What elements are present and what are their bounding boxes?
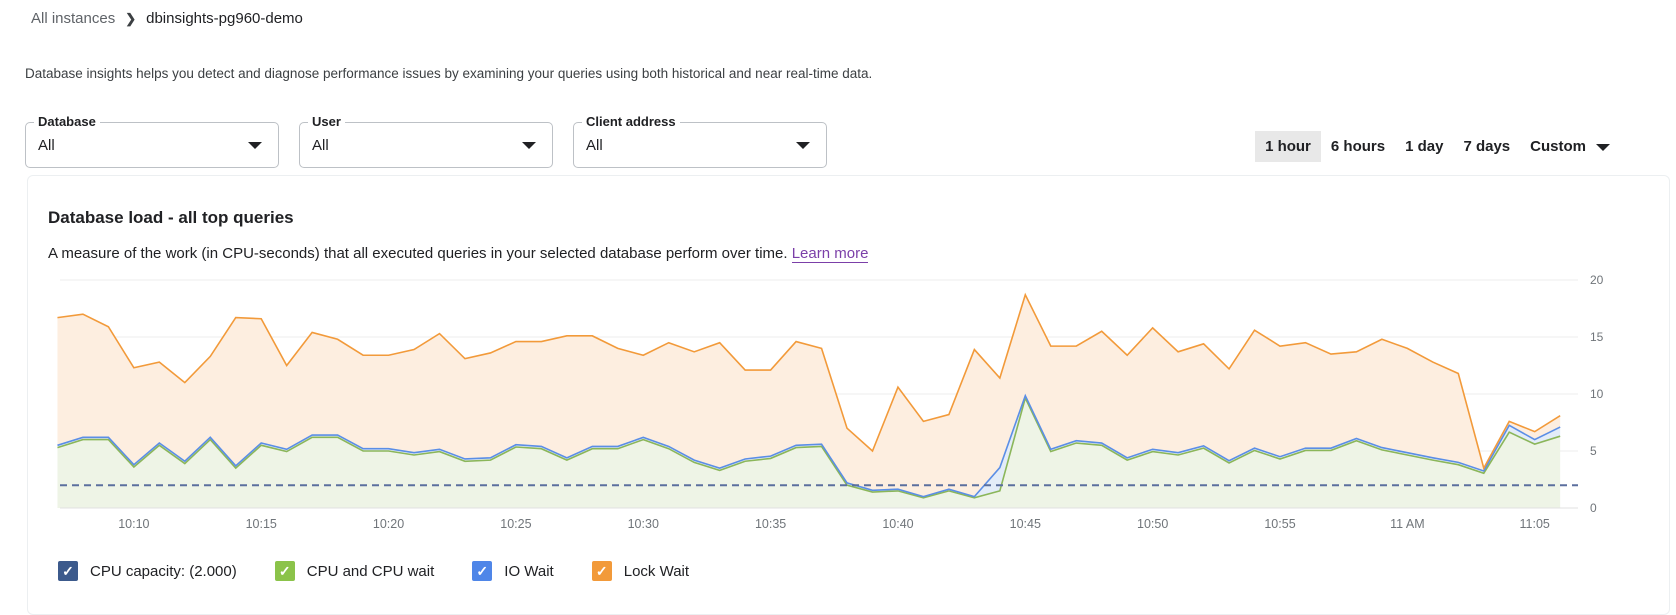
x-tick-label: 10:35 bbox=[755, 517, 786, 531]
range-6-hours[interactable]: 6 hours bbox=[1330, 138, 1386, 155]
checkbox-checked-icon[interactable]: ✓ bbox=[591, 561, 612, 581]
range-custom-label: Custom bbox=[1530, 138, 1586, 155]
dropdown-arrow-icon bbox=[248, 142, 262, 149]
range-7-days[interactable]: 7 days bbox=[1463, 138, 1511, 155]
chevron-right-icon: ❯ bbox=[125, 10, 137, 26]
x-tick-label: 10:50 bbox=[1137, 517, 1168, 531]
legend-cpu-capacity[interactable]: ✓ CPU capacity: (2.000) bbox=[58, 561, 237, 581]
breadcrumb-all-instances[interactable]: All instances bbox=[31, 10, 116, 27]
user-filter-value: All bbox=[312, 137, 329, 154]
x-tick-label: 11 AM bbox=[1390, 517, 1425, 531]
line-cpu-and-cpu-wait bbox=[57, 395, 1561, 499]
x-tick-label: 10:45 bbox=[1010, 517, 1041, 531]
line-lock-wait bbox=[57, 292, 1561, 471]
breadcrumb: All instances ❯ dbinsights-pg960-demo bbox=[31, 10, 303, 27]
x-tick-label: 10:10 bbox=[118, 517, 149, 531]
x-tick-label: 10:15 bbox=[246, 517, 277, 531]
database-filter[interactable]: Database All bbox=[25, 114, 279, 168]
legend-lock-wait[interactable]: ✓ Lock Wait bbox=[591, 561, 690, 581]
dropdown-arrow-icon bbox=[522, 142, 536, 149]
dropdown-arrow-icon bbox=[796, 142, 810, 149]
area-cpu-and-cpu-wait bbox=[57, 397, 1561, 508]
range-custom[interactable]: Custom bbox=[1520, 131, 1620, 162]
client-address-filter-value: All bbox=[586, 137, 603, 154]
legend-io-wait[interactable]: ✓ IO Wait bbox=[472, 561, 554, 581]
card-subtitle: A measure of the work (in CPU-seconds) t… bbox=[48, 245, 869, 263]
legend-label: CPU and CPU wait bbox=[306, 562, 435, 580]
checkbox-checked-icon[interactable]: ✓ bbox=[472, 561, 493, 581]
x-tick-label: 10:20 bbox=[373, 517, 404, 531]
legend-label: IO Wait bbox=[504, 562, 554, 580]
page-description: Database insights helps you detect and d… bbox=[25, 66, 873, 81]
legend-label: CPU capacity: (2.000) bbox=[90, 562, 237, 580]
legend-cpu-and-cpu-wait[interactable]: ✓ CPU and CPU wait bbox=[274, 561, 435, 581]
checkbox-checked-icon[interactable]: ✓ bbox=[58, 561, 78, 581]
legend-label: Lock Wait bbox=[623, 562, 690, 580]
y-tick-label: 5 bbox=[1590, 444, 1597, 458]
y-tick-label: 0 bbox=[1590, 501, 1597, 515]
card-subtitle-text: A measure of the work (in CPU-seconds) t… bbox=[48, 245, 788, 262]
y-tick-label: 15 bbox=[1590, 330, 1604, 344]
client-address-filter-label: Client address bbox=[582, 114, 680, 129]
breadcrumb-current-instance: dbinsights-pg960-demo bbox=[146, 10, 303, 27]
x-tick-label: 10:40 bbox=[882, 517, 913, 531]
range-1-hour[interactable]: 1 hour bbox=[1255, 131, 1321, 162]
x-tick-label: 10:30 bbox=[628, 517, 659, 531]
x-tick-label: 10:25 bbox=[500, 517, 531, 531]
user-filter-label: User bbox=[308, 114, 345, 129]
database-filter-value: All bbox=[38, 137, 55, 154]
chart-legend: ✓ CPU capacity: (2.000) ✓ CPU and CPU wait… bbox=[58, 561, 689, 581]
range-1-day[interactable]: 1 day bbox=[1405, 138, 1444, 155]
time-range-selector: 1 hour 6 hours 1 day 7 days Custom bbox=[1255, 131, 1620, 162]
client-address-filter[interactable]: Client address All bbox=[573, 114, 827, 168]
dropdown-arrow-icon bbox=[1596, 143, 1610, 151]
x-tick-label: 11:05 bbox=[1520, 517, 1550, 531]
line-io-wait bbox=[57, 393, 1561, 498]
card-title: Database load - all top queries bbox=[48, 208, 294, 227]
database-filter-label: Database bbox=[34, 114, 100, 129]
y-tick-label: 20 bbox=[1590, 273, 1604, 287]
user-filter[interactable]: User All bbox=[299, 114, 553, 168]
checkbox-checked-icon[interactable]: ✓ bbox=[274, 561, 295, 581]
area-lock-wait bbox=[57, 294, 1561, 497]
y-tick-label: 10 bbox=[1590, 387, 1604, 401]
x-tick-label: 10:55 bbox=[1264, 517, 1295, 531]
learn-more-link[interactable]: Learn more bbox=[791, 245, 869, 263]
